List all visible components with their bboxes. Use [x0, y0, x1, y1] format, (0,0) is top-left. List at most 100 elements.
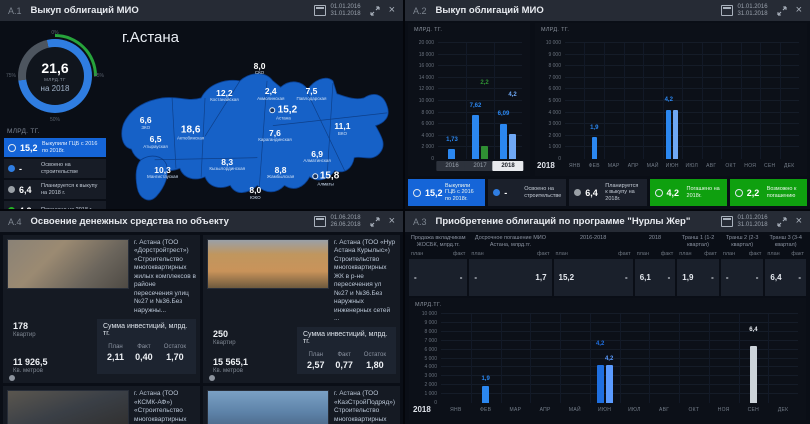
legend-chip-1[interactable]: -Освоено на строительстве	[488, 179, 566, 206]
close-icon[interactable]: ×	[389, 216, 395, 227]
close-icon[interactable]: ×	[796, 5, 802, 16]
x-axis-label-ОКТ: ОКТ	[725, 163, 736, 169]
group-title: Продажа вкладчикам ЖОСБК, млрд.тг.	[409, 234, 467, 250]
project-card-0[interactable]: г. Астана (ТОО «Дорстройтрест») «Строите…	[3, 235, 200, 383]
region-name: Акмолинская	[257, 97, 284, 102]
x-axis-label-ИЮЛ: ИЮЛ	[628, 407, 641, 413]
legend-chip-2[interactable]: 6,4Планируется к выкупу на 2018г.	[569, 179, 646, 206]
x-axis-label-АПР: АПР	[540, 407, 551, 413]
project-title: г. Астана (ТОО «КазСтройПодряд») Строите…	[334, 390, 396, 424]
legend-row-1[interactable]: -Освоено на строительстве	[4, 159, 106, 178]
legend-row-2[interactable]: 6,4Планируется к выкупу на 2018 г.	[4, 180, 106, 199]
col-value: 0,77	[335, 360, 353, 370]
region-value: 8,8	[267, 166, 294, 175]
legend-chip-3[interactable]: 4,2Погашено на 2018г.	[650, 179, 727, 206]
legend-row-3[interactable]: 4,2Погашено на 2018 г.	[4, 201, 106, 209]
region-value: 2,4	[257, 87, 284, 96]
plan-value: -	[726, 273, 729, 282]
date-range-picker[interactable]: 01.06.2018 26.06.2018	[314, 215, 361, 229]
fact-subheader: факт	[704, 251, 717, 257]
gridline	[768, 314, 769, 403]
date-to: 26.06.2018	[331, 222, 361, 229]
fact-subheader: факт	[537, 251, 550, 257]
city-marker-icon	[312, 173, 318, 179]
region-value: 7,5	[297, 87, 327, 96]
close-icon[interactable]: ×	[796, 216, 802, 227]
x-axis-label-2016[interactable]: 2016	[436, 161, 467, 171]
pagination-dot[interactable]	[9, 375, 15, 381]
gridline	[741, 43, 742, 159]
map-region-label: 6,5Атырауская	[143, 135, 168, 149]
legend-label: Погашено на 2018г.	[687, 186, 722, 199]
date-range-picker[interactable]: 01.01.2016 31.01.2018	[721, 4, 768, 18]
legend-value: 6,4	[585, 188, 601, 198]
dot-gray-icon	[8, 186, 15, 193]
region-value: 6,9	[303, 150, 330, 159]
panel-a4-project-funds: A.4 Освоение денежных средства по объект…	[0, 211, 403, 424]
project-card-3[interactable]: г. Астана (ТОО «КазСтройПодряд») Строите…	[203, 386, 400, 424]
x-axis-label-2017[interactable]: 2017	[464, 161, 495, 171]
table-group-3: 2018планфакт6,1-	[635, 234, 676, 296]
project-card-2[interactable]: г. Астана (ТОО «КСМК-АФ») «Строительство…	[3, 386, 200, 424]
pagination-dot[interactable]	[209, 375, 215, 381]
expand-icon[interactable]	[370, 217, 380, 227]
expand-icon[interactable]	[777, 217, 787, 227]
fact-value: -	[668, 273, 671, 282]
project-card-1[interactable]: г. Астана (ТОО «Нур Астана Курылыс») Стр…	[203, 235, 400, 383]
gridline	[560, 314, 561, 403]
group-subheaders: планфакт	[677, 250, 719, 259]
expand-icon[interactable]	[777, 6, 787, 16]
chart-bar	[472, 115, 479, 159]
x-axis-label-2018[interactable]: 2018	[492, 161, 523, 171]
table-group-5: Транш 2 (2-3 квартал)планфакт--	[721, 234, 764, 296]
x-axis-label-АВГ: АВГ	[706, 163, 716, 169]
legend-row-0[interactable]: 15,2Выкупили ГЦБ с 2016 по 2018г.	[4, 138, 106, 157]
gridline	[438, 54, 522, 55]
region-value: 12,2	[210, 89, 239, 98]
chart-bar	[482, 386, 489, 403]
chart-bar	[448, 149, 455, 159]
region-value: 18,6	[177, 125, 204, 135]
y-axis-tick: 12 000	[419, 86, 434, 92]
x-axis-label-МАР: МАР	[510, 407, 522, 413]
dot-gray-icon	[574, 189, 581, 196]
investment-title: Сумма инвестиций, млрд. тг.	[303, 331, 390, 345]
investment-rest: Остаток 1,70	[164, 344, 186, 362]
investment-row: План2,57Факт0,77Остаток1,80	[303, 352, 390, 370]
y-axis-tick: 2 000	[548, 133, 561, 139]
panel-a3-header: A.3 Приобретение облигаций по программе …	[405, 211, 810, 232]
gridline	[604, 43, 605, 159]
fact-subheader: факт	[749, 251, 762, 257]
plan-value: 15,2	[559, 273, 575, 282]
col-value: 1,70	[164, 352, 186, 362]
bar-value-label: 4,2	[508, 92, 516, 98]
col-header: Факт	[135, 344, 153, 350]
table-group-6: Транш 3 (3-4 квартал)планфакт6,4-	[765, 234, 806, 296]
chart-bar	[673, 110, 678, 159]
col-header: Остаток	[364, 352, 386, 358]
dot-blue-icon	[8, 165, 15, 172]
expand-icon[interactable]	[370, 6, 380, 16]
card-top: г. Астана (ТОО «Дорстройтрест») «Строите…	[7, 239, 196, 315]
gridline	[584, 43, 585, 159]
investment-row: План2,11Факт0,40Остаток1,70	[103, 344, 190, 362]
map-region-label: 10,3Мангистауская	[147, 166, 178, 180]
y-axis-tick: 4 000	[424, 364, 437, 370]
group-values: 6,4-	[765, 259, 806, 296]
date-range-picker[interactable]: 01.01.2016 31.01.2018	[721, 215, 768, 229]
table-group-0: Продажа вкладчикам ЖОСБК, млрд.тг.планфа…	[409, 234, 467, 296]
a1-map-area: г.Астана 8,0СКО12,2Костанайская2,4Акмоли…	[106, 25, 399, 209]
col-header: Остаток	[164, 344, 186, 350]
project-title: г. Астана (ТОО «Дорстройтрест») «Строите…	[134, 239, 196, 315]
panel-a2-bond-buyback-charts: A.2 Выкуп облигаций МИО 01.01.2016 31.01…	[405, 0, 810, 209]
map-region-label: 8,8Жамбылская	[267, 166, 294, 180]
legend-chip-4[interactable]: 2,2Возможно к погашению	[730, 179, 807, 206]
gridline	[438, 88, 522, 89]
date-range-picker[interactable]: 01.01.2016 31.01.2018	[314, 4, 361, 18]
region-name: ВКО	[334, 132, 350, 137]
kazakhstan-map: 8,0СКО12,2Костанайская2,4Акмолинская15,2…	[112, 51, 393, 209]
group-title: 2016-2018	[554, 234, 633, 250]
close-icon[interactable]: ×	[389, 5, 395, 16]
project-photo	[7, 390, 129, 424]
legend-chip-0[interactable]: 15,2Выкупили ГЦБ с 2016 по 2018г.	[408, 179, 485, 206]
